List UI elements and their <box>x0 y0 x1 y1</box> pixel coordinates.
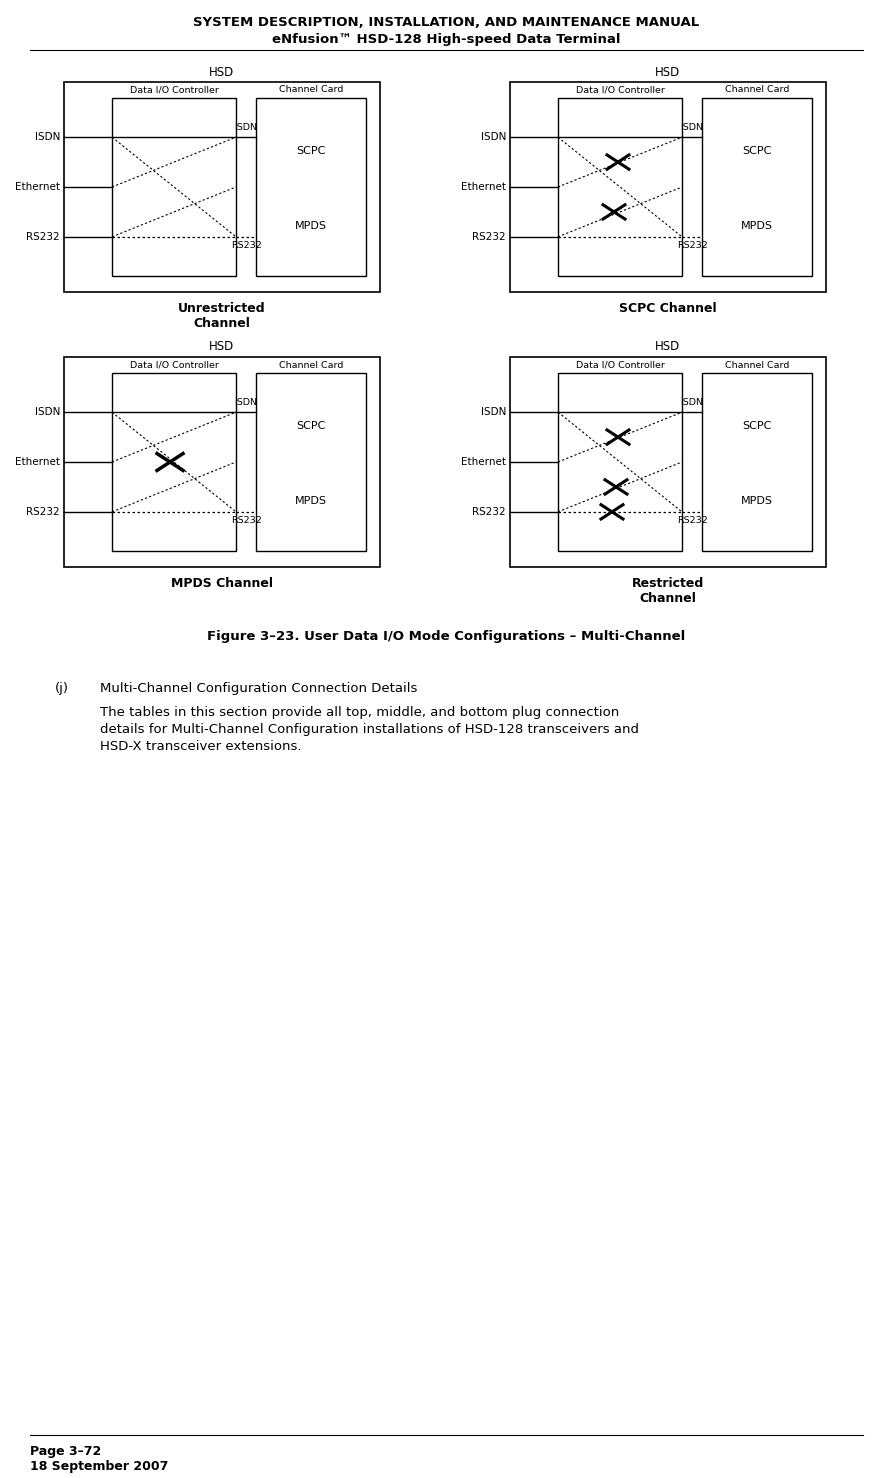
Text: Channel Card: Channel Card <box>279 361 343 370</box>
Text: ISDN: ISDN <box>680 398 704 406</box>
Text: ISDN: ISDN <box>235 123 257 132</box>
Text: Ethernet: Ethernet <box>461 182 506 192</box>
Text: Page 3–72: Page 3–72 <box>30 1445 101 1457</box>
Text: SCPC: SCPC <box>296 146 326 157</box>
Text: HSD: HSD <box>655 340 680 353</box>
Text: SCPC: SCPC <box>742 421 772 432</box>
Text: ISDN: ISDN <box>235 398 257 406</box>
Text: Data I/O Controller: Data I/O Controller <box>129 86 219 95</box>
Bar <box>558 372 682 551</box>
Text: details for Multi-Channel Configuration installations of HSD-128 transceivers an: details for Multi-Channel Configuration … <box>100 723 639 736</box>
Text: 18 September 2007: 18 September 2007 <box>30 1460 169 1474</box>
Text: MPDS: MPDS <box>295 497 327 505</box>
Text: RS232: RS232 <box>472 507 506 517</box>
Text: RS232: RS232 <box>27 232 60 242</box>
Text: RS232: RS232 <box>230 241 262 250</box>
Text: HSD-X transceiver extensions.: HSD-X transceiver extensions. <box>100 740 302 752</box>
Bar <box>112 372 236 551</box>
Text: ISDN: ISDN <box>35 132 60 142</box>
Text: RS232: RS232 <box>472 232 506 242</box>
Text: MPDS Channel: MPDS Channel <box>171 576 273 590</box>
Text: The tables in this section provide all top, middle, and bottom plug connection: The tables in this section provide all t… <box>100 706 619 718</box>
Text: Multi-Channel Configuration Connection Details: Multi-Channel Configuration Connection D… <box>100 681 417 695</box>
Text: ISDN: ISDN <box>480 406 506 417</box>
Text: MPDS: MPDS <box>741 497 773 505</box>
Bar <box>256 372 366 551</box>
Text: MPDS: MPDS <box>295 222 327 231</box>
Bar <box>702 98 812 276</box>
Text: HSD: HSD <box>209 65 235 78</box>
Text: RS232: RS232 <box>677 241 707 250</box>
Text: Restricted
Channel: Restricted Channel <box>632 576 704 605</box>
Text: Data I/O Controller: Data I/O Controller <box>576 86 664 95</box>
Text: MPDS: MPDS <box>741 222 773 231</box>
Text: HSD: HSD <box>655 65 680 78</box>
Text: SCPC: SCPC <box>742 146 772 157</box>
Text: (j): (j) <box>55 681 69 695</box>
Text: RS232: RS232 <box>677 516 707 525</box>
Text: eNfusion™ HSD-128 High-speed Data Terminal: eNfusion™ HSD-128 High-speed Data Termin… <box>271 33 621 46</box>
Bar <box>112 98 236 276</box>
Text: Ethernet: Ethernet <box>15 457 60 467</box>
Text: Channel Card: Channel Card <box>279 86 343 95</box>
Bar <box>702 372 812 551</box>
Text: Figure 3–23. User Data I/O Mode Configurations – Multi-Channel: Figure 3–23. User Data I/O Mode Configur… <box>207 630 685 643</box>
Bar <box>510 358 826 568</box>
Text: RS232: RS232 <box>230 516 262 525</box>
Bar <box>256 98 366 276</box>
Text: HSD: HSD <box>209 340 235 353</box>
Text: ISDN: ISDN <box>480 132 506 142</box>
Text: Channel Card: Channel Card <box>725 86 789 95</box>
Text: SCPC Channel: SCPC Channel <box>619 302 717 315</box>
Text: SYSTEM DESCRIPTION, INSTALLATION, AND MAINTENANCE MANUAL: SYSTEM DESCRIPTION, INSTALLATION, AND MA… <box>193 16 699 30</box>
Bar <box>510 81 826 293</box>
Bar <box>64 358 380 568</box>
Text: ISDN: ISDN <box>680 123 704 132</box>
Text: Data I/O Controller: Data I/O Controller <box>576 361 664 370</box>
Text: Ethernet: Ethernet <box>461 457 506 467</box>
Text: ISDN: ISDN <box>35 406 60 417</box>
Text: SCPC: SCPC <box>296 421 326 432</box>
Bar <box>558 98 682 276</box>
Text: Data I/O Controller: Data I/O Controller <box>129 361 219 370</box>
Bar <box>64 81 380 293</box>
Text: Ethernet: Ethernet <box>15 182 60 192</box>
Text: RS232: RS232 <box>27 507 60 517</box>
Text: Channel Card: Channel Card <box>725 361 789 370</box>
Text: Unrestricted
Channel: Unrestricted Channel <box>179 302 266 330</box>
